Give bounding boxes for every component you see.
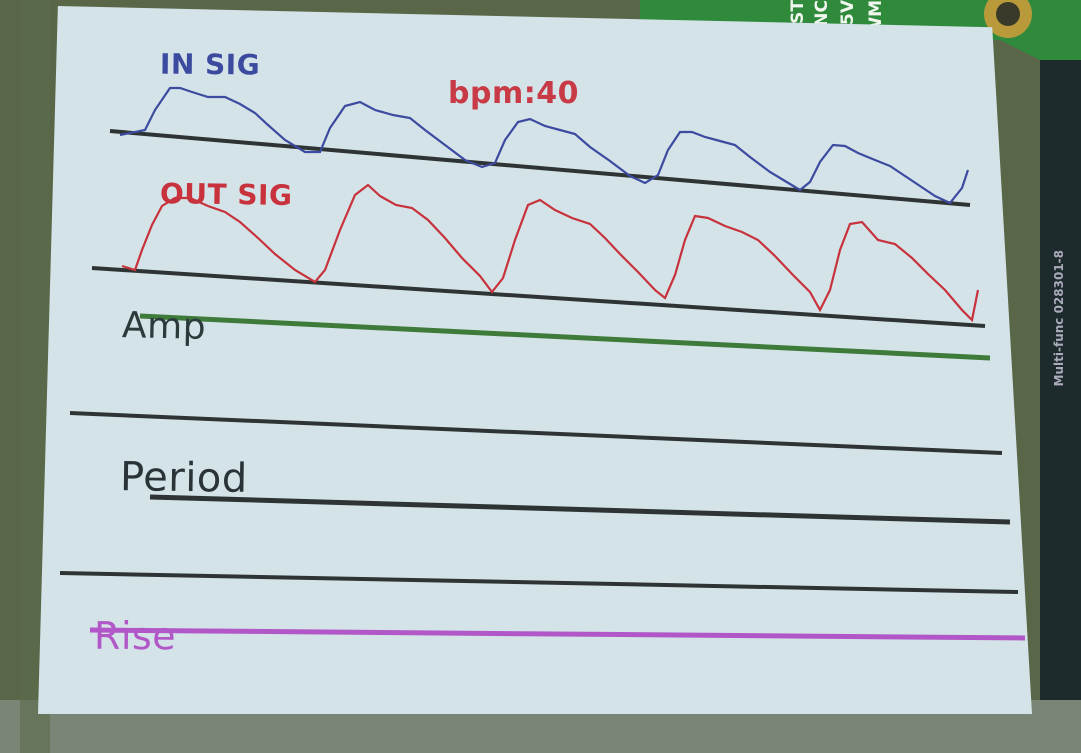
- period-baseline: [149, 494, 1011, 525]
- out-baseline: [91, 266, 986, 328]
- rise-baseline: [89, 627, 1026, 641]
- rise-label: Rise: [93, 613, 177, 659]
- bpm-readout: bpm:40: [448, 76, 579, 111]
- amp-baseline: [139, 313, 991, 361]
- in-signal-trace: [119, 86, 970, 205]
- amp-divider: [69, 411, 1003, 455]
- out-signal-label: OUT SIG: [159, 177, 293, 212]
- period-label: Period: [119, 454, 249, 502]
- in-baseline: [109, 129, 971, 207]
- amp-label: Amp: [121, 305, 207, 348]
- out-signal-trace: [121, 183, 980, 323]
- in-signal-label: IN SIG: [159, 47, 261, 82]
- period-divider: [59, 571, 1019, 594]
- lcd-screen: [38, 6, 1032, 714]
